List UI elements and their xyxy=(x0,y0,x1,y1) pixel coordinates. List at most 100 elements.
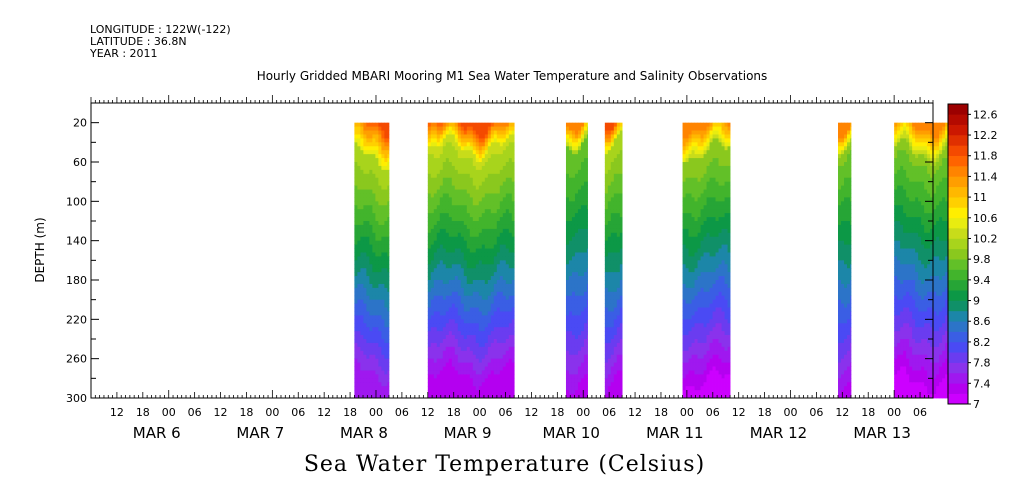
heat-cell xyxy=(463,165,468,171)
heat-cell xyxy=(433,244,438,249)
heat-cell xyxy=(682,342,686,348)
heat-cell xyxy=(583,165,588,171)
heat-cell xyxy=(487,248,492,253)
heat-cell xyxy=(721,323,725,328)
heat-cell xyxy=(697,224,701,230)
heat-cell xyxy=(372,169,376,175)
heat-cell xyxy=(366,358,370,363)
heat-cell xyxy=(445,193,450,198)
heat-cell xyxy=(366,248,370,253)
heat-cell xyxy=(436,272,441,277)
heat-cell xyxy=(586,134,588,139)
heat-cell xyxy=(616,303,621,308)
heat-cell xyxy=(568,209,573,214)
heat-cell xyxy=(454,260,459,265)
heat-cell xyxy=(354,315,358,320)
heat-cell xyxy=(430,244,435,249)
heat-cell xyxy=(580,350,585,356)
heat-cell xyxy=(436,189,441,194)
heat-cell xyxy=(568,260,573,265)
heat-cell xyxy=(691,366,695,371)
heat-cell xyxy=(706,315,710,320)
heat-cell xyxy=(363,221,367,226)
heat-cell xyxy=(496,303,501,308)
heat-cell xyxy=(448,185,453,190)
heat-cell xyxy=(613,350,618,356)
heat-cell xyxy=(481,240,486,245)
heat-cell xyxy=(451,358,456,363)
heat-cell xyxy=(724,201,728,206)
y-axis-label: DEPTH (m) xyxy=(33,217,47,282)
heat-cell xyxy=(682,232,686,238)
heat-cell xyxy=(475,150,480,155)
heat-cell xyxy=(457,209,462,214)
heat-cell xyxy=(619,295,623,301)
heat-cell xyxy=(619,260,623,265)
heat-cell xyxy=(490,252,495,257)
heat-cell xyxy=(580,315,585,320)
heat-cell xyxy=(463,142,468,147)
heat-cell xyxy=(715,287,719,293)
heat-cell xyxy=(378,154,382,159)
heat-cell xyxy=(511,299,515,304)
heat-cell xyxy=(460,146,465,151)
heat-cell xyxy=(709,319,713,324)
heat-cell xyxy=(694,362,698,367)
heat-cell xyxy=(496,248,501,253)
heat-cell xyxy=(448,287,453,293)
heat-cell xyxy=(712,272,716,277)
heat-cell xyxy=(721,224,725,230)
heat-cell xyxy=(565,323,570,328)
heat-cell xyxy=(694,323,698,328)
heat-cell xyxy=(375,264,379,269)
heat-cell xyxy=(457,299,462,304)
heat-cell xyxy=(694,193,698,198)
heat-cell xyxy=(460,323,465,328)
heat-cell xyxy=(460,193,465,198)
heat-cell xyxy=(490,169,495,175)
heat-cell xyxy=(451,382,456,387)
heat-cell xyxy=(607,362,612,367)
heat-cell xyxy=(442,276,447,281)
heat-cell xyxy=(481,181,486,186)
heat-cell xyxy=(481,158,486,163)
heat-cell xyxy=(502,287,507,293)
heat-cell xyxy=(499,189,504,194)
data-block xyxy=(427,122,515,399)
heat-cell xyxy=(709,370,713,375)
heat-cell xyxy=(712,335,716,340)
heat-cell xyxy=(574,169,579,175)
heat-cell xyxy=(727,335,731,340)
heat-cell xyxy=(586,142,588,147)
heat-cell xyxy=(616,134,621,139)
heat-cell xyxy=(457,232,462,238)
heat-cell xyxy=(469,382,474,387)
heat-cell xyxy=(709,386,713,391)
heat-cell xyxy=(439,126,444,131)
heat-cell xyxy=(475,181,480,186)
heat-cell xyxy=(583,264,588,269)
heat-cell xyxy=(448,323,453,328)
heat-cell xyxy=(448,165,453,171)
heat-cell xyxy=(354,221,358,226)
heat-cell xyxy=(445,154,450,159)
heat-cell xyxy=(706,213,710,218)
heat-cell xyxy=(838,138,842,143)
heat-cell xyxy=(724,291,728,297)
heat-cell xyxy=(505,370,510,375)
heat-cell xyxy=(682,221,686,226)
heat-cell xyxy=(616,248,621,253)
heat-cell xyxy=(445,374,450,379)
heat-cell xyxy=(727,162,731,167)
heat-cell xyxy=(478,224,483,230)
heat-cell xyxy=(381,299,385,304)
heat-cell xyxy=(357,303,361,308)
heat-cell xyxy=(712,378,716,383)
heat-cell xyxy=(378,362,382,367)
heat-cell xyxy=(357,217,361,222)
heat-cell xyxy=(369,240,373,245)
heat-cell xyxy=(580,217,585,222)
heat-cell xyxy=(505,177,510,183)
heat-cell xyxy=(466,197,471,202)
heat-cell xyxy=(703,386,707,391)
